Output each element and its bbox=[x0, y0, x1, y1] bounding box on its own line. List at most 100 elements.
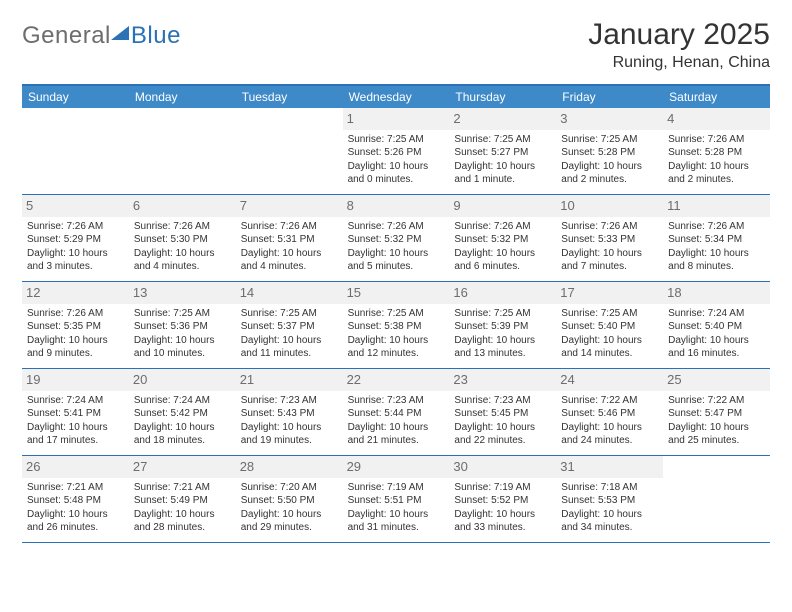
daylight-text: Daylight: 10 hours and 18 minutes. bbox=[134, 421, 231, 448]
calendar-cell: 17Sunrise: 7:25 AMSunset: 5:40 PMDayligh… bbox=[556, 282, 663, 368]
week-row: 0001Sunrise: 7:25 AMSunset: 5:26 PMDayli… bbox=[22, 108, 770, 195]
calendar-cell: 24Sunrise: 7:22 AMSunset: 5:46 PMDayligh… bbox=[556, 369, 663, 455]
day-number: 13 bbox=[129, 282, 236, 304]
title-block: January 2025 Runing, Henan, China bbox=[588, 18, 770, 72]
day-number: 20 bbox=[129, 369, 236, 391]
sunrise-text: Sunrise: 7:25 AM bbox=[454, 133, 551, 147]
sunset-text: Sunset: 5:38 PM bbox=[348, 320, 445, 334]
daylight-text: Daylight: 10 hours and 22 minutes. bbox=[454, 421, 551, 448]
day-number: 22 bbox=[343, 369, 450, 391]
sunset-text: Sunset: 5:32 PM bbox=[348, 233, 445, 247]
calendar-cell: 23Sunrise: 7:23 AMSunset: 5:45 PMDayligh… bbox=[449, 369, 556, 455]
daylight-text: Daylight: 10 hours and 29 minutes. bbox=[241, 508, 338, 535]
brand-logo: General Blue bbox=[22, 22, 181, 50]
daylight-text: Daylight: 10 hours and 1 minute. bbox=[454, 160, 551, 187]
calendar-cell: 13 Sunrise: 7:25 AMSunset: 5:36 PMDayligh… bbox=[129, 282, 236, 368]
week-row: 26Sunrise: 7:21 AMSunset: 5:48 PMDayligh… bbox=[22, 456, 770, 543]
sunrise-text: Sunrise: 7:25 AM bbox=[241, 307, 338, 321]
sunset-text: Sunset: 5:50 PM bbox=[241, 494, 338, 508]
day-number: 6 bbox=[129, 195, 236, 217]
calendar-cell: 7Sunrise: 7:26 AMSunset: 5:31 PMDaylight… bbox=[236, 195, 343, 281]
day-number: 14 bbox=[236, 282, 343, 304]
daylight-text: Daylight: 10 hours and 10 minutes. bbox=[134, 334, 231, 361]
daylight-text: Daylight: 10 hours and 17 minutes. bbox=[27, 421, 124, 448]
day-number: 21 bbox=[236, 369, 343, 391]
calendar-cell: 14Sunrise: 7:25 AMSunset: 5:37 PMDayligh… bbox=[236, 282, 343, 368]
sunset-text: Sunset: 5:30 PM bbox=[134, 233, 231, 247]
weekday-header-cell: Sunday bbox=[22, 86, 129, 108]
calendar-cell: 18Sunrise: 7:24 AMSunset: 5:40 PMDayligh… bbox=[663, 282, 770, 368]
daylight-text: Daylight: 10 hours and 24 minutes. bbox=[561, 421, 658, 448]
calendar: SundayMondayTuesdayWednesdayThursdayFrid… bbox=[22, 84, 770, 543]
daylight-text: Daylight: 10 hours and 16 minutes. bbox=[668, 334, 765, 361]
day-number: 31 bbox=[556, 456, 663, 478]
sunset-text: Sunset: 5:48 PM bbox=[27, 494, 124, 508]
calendar-cell: 22Sunrise: 7:23 AMSunset: 5:44 PMDayligh… bbox=[343, 369, 450, 455]
sunrise-text: Sunrise: 7:26 AM bbox=[668, 133, 765, 147]
daylight-text: Daylight: 10 hours and 28 minutes. bbox=[134, 508, 231, 535]
day-number: 16 bbox=[449, 282, 556, 304]
day-number: 24 bbox=[556, 369, 663, 391]
day-number: 2 bbox=[449, 108, 556, 130]
sunrise-text: Sunrise: 7:19 AM bbox=[454, 481, 551, 495]
weekday-header-cell: Tuesday bbox=[236, 86, 343, 108]
sunrise-text: Sunrise: 7:26 AM bbox=[27, 307, 124, 321]
day-number: 17 bbox=[556, 282, 663, 304]
daylight-text: Daylight: 10 hours and 25 minutes. bbox=[668, 421, 765, 448]
sunrise-text: Sunrise: 7:23 AM bbox=[348, 394, 445, 408]
sunset-text: Sunset: 5:26 PM bbox=[348, 146, 445, 160]
day-number: 25 bbox=[663, 369, 770, 391]
daylight-text: Daylight: 10 hours and 34 minutes. bbox=[561, 508, 658, 535]
sunrise-text: Sunrise: 7:25 AM bbox=[134, 307, 231, 321]
week-row: 12Sunrise: 7:26 AMSunset: 5:35 PMDayligh… bbox=[22, 282, 770, 369]
calendar-cell-empty: 0 bbox=[129, 108, 236, 194]
sunrise-text: Sunrise: 7:26 AM bbox=[134, 220, 231, 234]
weekday-header-cell: Saturday bbox=[663, 86, 770, 108]
sunrise-text: Sunrise: 7:19 AM bbox=[348, 481, 445, 495]
calendar-cell-empty: 0 bbox=[236, 108, 343, 194]
daylight-text: Daylight: 10 hours and 2 minutes. bbox=[668, 160, 765, 187]
day-number: 27 bbox=[129, 456, 236, 478]
day-number: 3 bbox=[556, 108, 663, 130]
calendar-cell: 15Sunrise: 7:25 AMSunset: 5:38 PMDayligh… bbox=[343, 282, 450, 368]
weekday-header-row: SundayMondayTuesdayWednesdayThursdayFrid… bbox=[22, 86, 770, 108]
day-number: 30 bbox=[449, 456, 556, 478]
calendar-cell: 11Sunrise: 7:26 AMSunset: 5:34 PMDayligh… bbox=[663, 195, 770, 281]
calendar-cell: 25Sunrise: 7:22 AMSunset: 5:47 PMDayligh… bbox=[663, 369, 770, 455]
day-number: 5 bbox=[22, 195, 129, 217]
brand-text-blue: Blue bbox=[131, 22, 181, 50]
sunrise-text: Sunrise: 7:22 AM bbox=[561, 394, 658, 408]
day-number: 29 bbox=[343, 456, 450, 478]
sunset-text: Sunset: 5:40 PM bbox=[561, 320, 658, 334]
daylight-text: Daylight: 10 hours and 2 minutes. bbox=[561, 160, 658, 187]
sunrise-text: Sunrise: 7:26 AM bbox=[454, 220, 551, 234]
sunset-text: Sunset: 5:33 PM bbox=[561, 233, 658, 247]
sunset-text: Sunset: 5:36 PM bbox=[134, 320, 231, 334]
daylight-text: Daylight: 10 hours and 9 minutes. bbox=[27, 334, 124, 361]
sunset-text: Sunset: 5:43 PM bbox=[241, 407, 338, 421]
sunrise-text: Sunrise: 7:21 AM bbox=[134, 481, 231, 495]
daylight-text: Daylight: 10 hours and 8 minutes. bbox=[668, 247, 765, 274]
sunrise-text: Sunrise: 7:26 AM bbox=[348, 220, 445, 234]
day-number: 12 bbox=[22, 282, 129, 304]
sunset-text: Sunset: 5:39 PM bbox=[454, 320, 551, 334]
weeks-container: 0001Sunrise: 7:25 AMSunset: 5:26 PMDayli… bbox=[22, 108, 770, 543]
sunrise-text: Sunrise: 7:26 AM bbox=[668, 220, 765, 234]
sunrise-text: Sunrise: 7:24 AM bbox=[27, 394, 124, 408]
sunset-text: Sunset: 5:28 PM bbox=[561, 146, 658, 160]
sunrise-text: Sunrise: 7:21 AM bbox=[27, 481, 124, 495]
day-number: 23 bbox=[449, 369, 556, 391]
sunset-text: Sunset: 5:40 PM bbox=[668, 320, 765, 334]
triangle-icon bbox=[111, 26, 129, 40]
sunrise-text: Sunrise: 7:26 AM bbox=[241, 220, 338, 234]
calendar-cell-empty: 0 bbox=[22, 108, 129, 194]
sunset-text: Sunset: 5:47 PM bbox=[668, 407, 765, 421]
calendar-cell: 31Sunrise: 7:18 AMSunset: 5:53 PMDayligh… bbox=[556, 456, 663, 542]
sunset-text: Sunset: 5:28 PM bbox=[668, 146, 765, 160]
weekday-header-cell: Wednesday bbox=[343, 86, 450, 108]
sunrise-text: Sunrise: 7:23 AM bbox=[241, 394, 338, 408]
calendar-cell: 19Sunrise: 7:24 AMSunset: 5:41 PMDayligh… bbox=[22, 369, 129, 455]
sunrise-text: Sunrise: 7:24 AM bbox=[668, 307, 765, 321]
calendar-cell: 2Sunrise: 7:25 AMSunset: 5:27 PMDaylight… bbox=[449, 108, 556, 194]
calendar-cell: 3Sunrise: 7:25 AMSunset: 5:28 PMDaylight… bbox=[556, 108, 663, 194]
